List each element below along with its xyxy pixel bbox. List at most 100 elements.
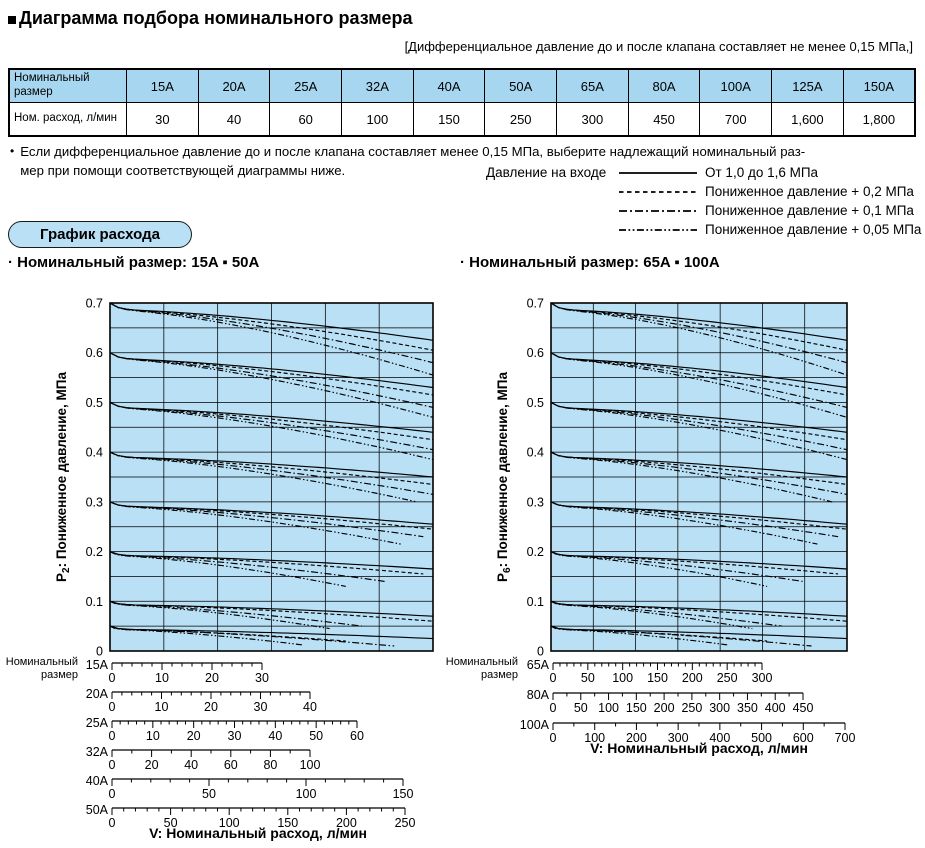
table-row: Ном. расход, л/мин 30 40 60 100 150 250 300 450 7… — [8, 102, 916, 137]
legend-item-text: Пониженное давление + 0,1 МПа — [705, 203, 914, 218]
legend-item-text: От 1,0 до 1,6 МПа — [705, 165, 819, 180]
y-tick-label: 0.5 — [527, 396, 544, 410]
flow-curve-dashed — [550, 352, 848, 396]
flow-curve-dashed — [109, 551, 424, 575]
row-header-cell: Ном. расход, л/мин — [8, 102, 127, 137]
ruler-tick-label: 150 — [393, 787, 414, 801]
y-tick-label: 0.3 — [86, 495, 103, 509]
y-tick-label: 0.1 — [86, 595, 103, 609]
ruler-tick-label: 0 — [109, 671, 116, 685]
size-table: Номинальный размер 15A 20A 25A 32A 40A 50A 65A 8… — [8, 68, 916, 137]
y-axis-title: P6: Пониженное давление, МПа — [495, 372, 513, 582]
ruler-tick-label: 0 — [109, 729, 116, 743]
ruler-tick-label: 500 — [751, 731, 772, 745]
ruler-tick-label: 0 — [550, 671, 557, 685]
differential-pressure-note: [Дифференциальное давление до и после кл… — [404, 39, 913, 54]
flow-curve-dashed — [550, 600, 848, 622]
flow-curve-dashdot — [109, 501, 424, 538]
ruler-tick-label: 10 — [146, 729, 160, 743]
y-axis-title: P2: Пониженное давление, МПа — [54, 372, 72, 582]
ruler-tick-label: 100 — [612, 671, 633, 685]
ruler-tick-label: 700 — [835, 731, 856, 745]
ruler-tick-label: 0 — [550, 731, 557, 745]
flow-curve-dashdot — [109, 302, 434, 364]
y-tick-label: 0.5 — [86, 396, 103, 410]
legend-line-sample-solid — [619, 171, 697, 174]
ruler-tick-label: 300 — [668, 731, 689, 745]
ruler-tick-label: 200 — [654, 701, 675, 715]
chart-title-right: · Номинальный размер: 65A ▪ 100A — [460, 254, 720, 271]
flow-curve-solid — [550, 625, 848, 640]
size-header-cell: 20A — [197, 68, 271, 103]
flow-curve-dashdotdot — [109, 501, 401, 545]
flow-curve-dashdot — [550, 352, 848, 408]
legend-line-sample-dashed — [619, 190, 697, 193]
ruler-tick-label: 250 — [717, 671, 738, 685]
y-tick-label: 0.7 — [86, 297, 103, 311]
y-tick-label: 0.4 — [86, 446, 103, 460]
x-axis-title: V: Номинальный расход, л/мин — [149, 825, 367, 841]
size-header-cell: 80A — [627, 68, 701, 103]
ruler-size-label: 50A — [86, 803, 109, 817]
ruler-tick-label: 200 — [682, 671, 703, 685]
size-header-cell: 50A — [484, 68, 558, 103]
nominal-size-caption: Номинальный — [446, 656, 518, 668]
flow-value-cell: 60 — [269, 102, 343, 137]
y-tick-label: 0.7 — [527, 297, 544, 311]
ruler-tick-label: 200 — [336, 816, 357, 830]
flow-value-cell: 40 — [197, 102, 271, 137]
size-header-cell: 40A — [412, 68, 486, 103]
size-header-cell: 65A — [556, 68, 629, 103]
flow-curve-dashdot — [550, 600, 782, 627]
instruction-line-1: Если дифференциальное давление до и посл… — [20, 144, 806, 159]
flow-curve-solid — [550, 501, 848, 525]
ruler-tick-label: 50 — [581, 671, 595, 685]
ruler-size-label: 100A — [520, 718, 550, 732]
flow-curve-dashed — [109, 600, 434, 622]
ruler-tick-label: 40 — [268, 729, 282, 743]
legend-line-sample-dashdotdot — [619, 228, 697, 231]
legend-row: Пониженное давление + 0,2 МПа — [486, 182, 921, 201]
ruler-size-label: 80A — [527, 688, 550, 702]
ruler-size-label: 15A — [86, 658, 109, 672]
table-row: Номинальный размер 15A 20A 25A 32A 40A 50A 65A 8… — [8, 68, 916, 103]
ruler-tick-label: 0 — [109, 758, 116, 772]
ruler-tick-label: 50 — [309, 729, 323, 743]
flow-curve-dashdotdot — [109, 600, 330, 630]
chart-title-left: · Номинальный размер: 15A ▪ 50A — [8, 254, 260, 271]
flow-curve-dashdot — [109, 352, 434, 408]
flow-curve-dashdotdot — [550, 551, 768, 587]
ruler-tick-label: 20 — [145, 758, 159, 772]
ruler-tick-label: 600 — [793, 731, 814, 745]
flow-value-cell: 100 — [341, 102, 414, 137]
ruler-tick-label: 400 — [765, 701, 786, 715]
flow-curve-dashed — [109, 302, 434, 351]
size-header-cell: 125A — [771, 68, 844, 103]
legend-row: Пониженное давление + 0,1 МПа — [486, 201, 921, 220]
flow-curve-dashdotdot — [109, 302, 434, 376]
ruler-tick-label: 100 — [598, 701, 619, 715]
flow-chart-badge-label: График расхода — [40, 226, 160, 243]
flow-charts-canvas: 0.7 0.6 0.5 0.4 0.3 0.2 0.1 0 P2: Пониженное дав… — [6, 297, 856, 842]
y-tick-label: 0.2 — [527, 545, 544, 559]
ruler-tick-label: 30 — [255, 671, 269, 685]
legend-row: Давление на входе От 1,0 до 1,6 МПа — [486, 163, 921, 182]
bullet-dot: • — [10, 144, 15, 158]
ruler-tick-label: 80 — [263, 758, 277, 772]
ruler-tick-label: 250 — [395, 816, 416, 830]
legend-group-label: Давление на входе — [486, 165, 607, 180]
legend-row: Пониженное давление + 0,05 МПа — [486, 220, 921, 239]
flow-curve-dashdotdot — [550, 352, 848, 418]
ruler-tick-label: 10 — [155, 671, 169, 685]
size-header-cell: 25A — [269, 68, 343, 103]
ruler-tick-label: 300 — [709, 701, 730, 715]
flow-curve-solid — [550, 401, 848, 433]
flow-curve-dashed — [550, 501, 848, 530]
flow-curve-dashdot — [550, 625, 812, 647]
ruler-tick-label: 250 — [681, 701, 702, 715]
ruler-tick-label: 400 — [709, 731, 730, 745]
ruler-tick-label: 200 — [626, 731, 647, 745]
y-tick-label: 0.1 — [527, 595, 544, 609]
flow-curve-dashed — [109, 352, 434, 396]
